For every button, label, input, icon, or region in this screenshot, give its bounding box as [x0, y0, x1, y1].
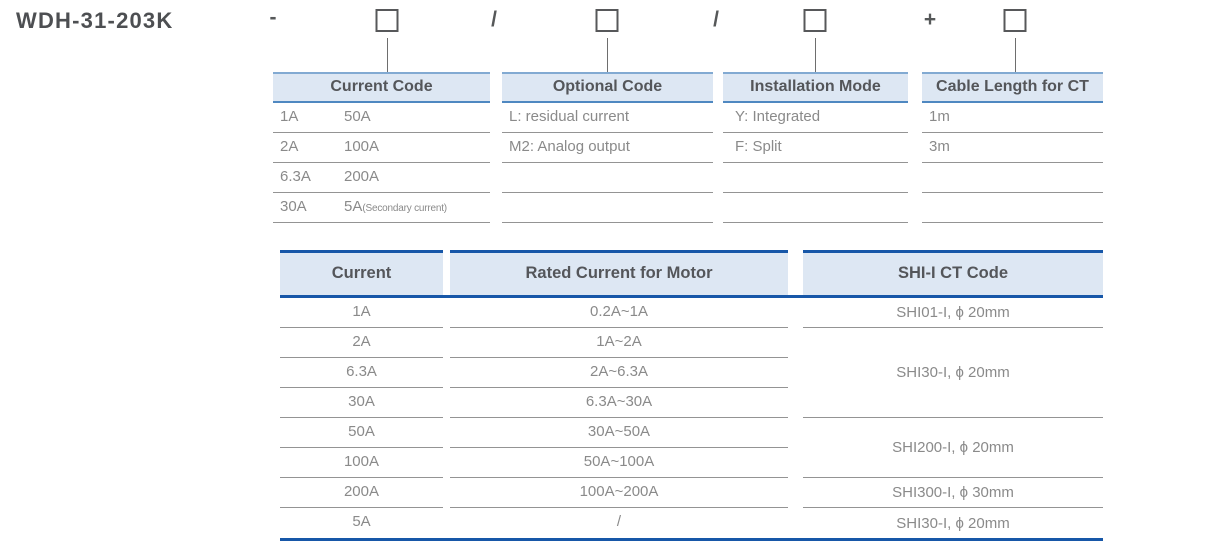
separator-dash-icon: -	[269, 6, 277, 29]
table-cell: /	[616, 513, 622, 530]
column-cable-length: Cable Length for CT 1m 3m	[922, 72, 1103, 223]
column-current-code: Current Code 1A 50A 2A 100A 6.3A 200A 30A 5A…	[273, 72, 490, 223]
table-cell: 30A~50A	[450, 418, 788, 448]
code-cell: 30A	[280, 198, 307, 215]
ct-selection-table: Current Rated Current for Motor SHI-I CT…	[280, 250, 1103, 542]
ct-column-rated-current: 0.2A~1A 1A~2A 2A~6.3A 6.3A~30A 30A~50A 5…	[450, 298, 788, 538]
table-cell: 6.3A	[280, 358, 443, 388]
merged-cell: SHI30-I, ϕ 20mm	[896, 514, 1010, 532]
model-number: WDH-31-203K	[16, 8, 174, 33]
column-header: Cable Length for CT	[922, 72, 1103, 103]
table-cell: 200A	[280, 478, 443, 508]
code-cell: 1A	[280, 108, 299, 125]
table-row: 30A 5A(Secondary current)	[273, 193, 490, 223]
connector-line	[1015, 38, 1016, 72]
ct-column-current: 1A 2A 6.3A 30A 50A 100A 200A 5A	[280, 298, 443, 538]
column-optional-code: Optional Code L: residual current M2: An…	[502, 72, 713, 223]
merged-cell: SHI300-I, ϕ 30mm	[803, 478, 1103, 508]
ct-header-ct-code: SHI-I CT Code	[803, 250, 1103, 295]
merged-cell: SHI200-I, ϕ 20mm	[803, 418, 1103, 478]
table-row: 6.3A 200A	[273, 163, 490, 193]
column-installation-mode: Installation Mode Y: Integrated F: Split	[723, 72, 908, 223]
header-divider	[280, 295, 1103, 298]
optional-code-checkbox[interactable]	[595, 9, 619, 32]
table-cell: 1A~2A	[450, 328, 788, 358]
table-row	[723, 193, 908, 223]
table-bottom-border	[280, 538, 1103, 541]
table-row	[723, 163, 908, 193]
cable-length-checkbox[interactable]	[1003, 9, 1027, 32]
value-note: (Secondary current)	[362, 203, 447, 214]
value-cell: 5A	[344, 198, 363, 215]
table-cell: 6.3A~30A	[450, 388, 788, 418]
table-row: 2A 100A	[273, 133, 490, 163]
table-cell: 2A~6.3A	[450, 358, 788, 388]
installation-mode-checkbox[interactable]	[803, 9, 827, 32]
merged-cell: SHI01-I, ϕ 20mm	[803, 298, 1103, 328]
table-cell: 100A~200A	[450, 478, 788, 508]
separator-slash-icon: /	[713, 8, 719, 31]
code-cell: 2A	[280, 138, 299, 155]
current-code-checkbox[interactable]	[375, 9, 399, 32]
table-row: 1A 50A	[273, 103, 490, 133]
connector-line	[815, 38, 816, 72]
table-row	[502, 193, 713, 223]
table-cell: 1A	[280, 298, 443, 328]
table-cell: 50A~100A	[450, 448, 788, 478]
table-row	[922, 193, 1103, 223]
table-row: F: Split	[723, 133, 908, 163]
value-cell: 50A	[344, 108, 371, 125]
value-cell: 200A	[344, 168, 380, 185]
column-header: Optional Code	[502, 72, 713, 103]
table-cell: 2A	[280, 328, 443, 358]
table-cell: 100A	[280, 448, 443, 478]
table-row: L: residual current	[502, 103, 713, 133]
table-cell: 50A	[280, 418, 443, 448]
table-cell: 0.2A~1A	[450, 298, 788, 328]
merged-cell: SHI30-I, ϕ 20mm	[803, 328, 1103, 418]
table-row	[502, 163, 713, 193]
table-row: Y: Integrated	[723, 103, 908, 133]
value-cell: 100A	[344, 138, 380, 155]
ct-header-rated-current: Rated Current for Motor	[450, 250, 788, 295]
table-row	[922, 163, 1103, 193]
separator-slash-icon: /	[491, 8, 497, 31]
table-row: 3m	[922, 133, 1103, 163]
connector-line	[607, 38, 608, 72]
code-cell: 6.3A	[280, 168, 311, 185]
connector-line	[387, 38, 388, 72]
column-header: Installation Mode	[723, 72, 908, 103]
separator-plus-icon: +	[923, 8, 937, 31]
table-row: M2: Analog output	[502, 133, 713, 163]
table-cell: 5A	[352, 513, 371, 530]
table-cell: 30A	[280, 388, 443, 418]
column-header: Current Code	[273, 72, 490, 103]
ct-header-current: Current	[280, 250, 443, 295]
table-row: 1m	[922, 103, 1103, 133]
ct-column-ct-code: SHI01-I, ϕ 20mm SHI30-I, ϕ 20mm SHI200-I…	[803, 298, 1103, 538]
